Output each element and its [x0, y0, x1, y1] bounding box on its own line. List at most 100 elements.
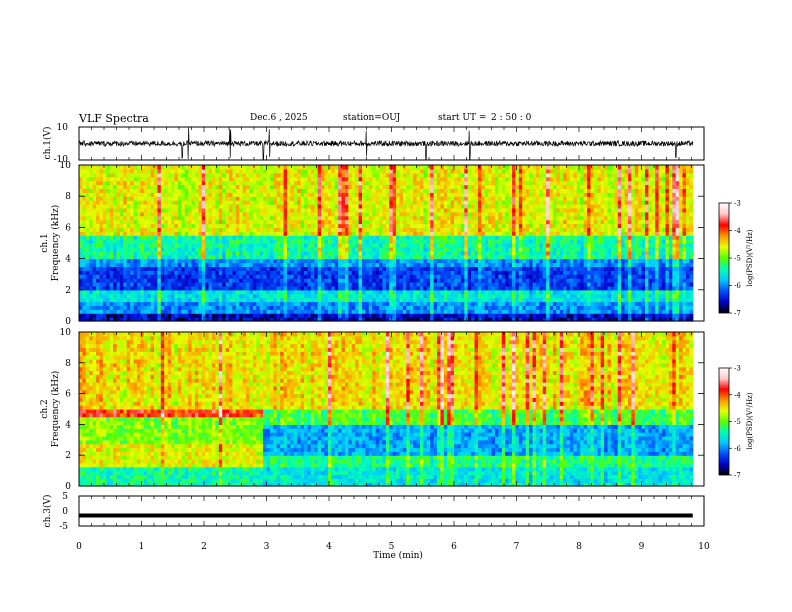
spectrogram-cell [355, 196, 360, 201]
spectrogram-cell [338, 278, 343, 283]
spectrogram-cell [447, 204, 452, 209]
spectrogram-cell [201, 313, 206, 318]
spectrogram-cell [143, 219, 148, 225]
spectrogram-cell [136, 200, 141, 205]
spectrogram-cell [471, 285, 476, 291]
spectrogram-cell [477, 172, 482, 178]
spectrogram-cell [402, 289, 407, 295]
spectrogram-cell [198, 172, 203, 178]
spectrogram-cell [119, 200, 124, 205]
spectrogram-cell [181, 305, 186, 310]
spectrogram-cell [355, 297, 360, 303]
spectrogram-cell [266, 293, 271, 299]
spectrogram-cell [317, 176, 322, 182]
spectrogram-cell [385, 207, 390, 213]
spectrogram-cell [447, 200, 452, 205]
spectrogram-cell [252, 227, 257, 232]
spectrogram-cell [79, 196, 84, 201]
spectrogram-cell [225, 188, 230, 193]
spectrogram-cell [177, 278, 182, 283]
spectrogram-cell [382, 204, 387, 209]
spectrogram-cell [266, 289, 271, 295]
spectrogram-cell [389, 250, 394, 256]
spectrogram-cell [171, 313, 176, 318]
spectrogram-cell [96, 239, 101, 244]
spectrogram-cell [426, 313, 431, 318]
spectrogram-cell [184, 282, 189, 287]
spectrogram-cell [396, 215, 401, 221]
spectrogram-cell [375, 258, 380, 264]
spectrogram-cell [194, 282, 199, 287]
spectrogram-cell [242, 293, 247, 299]
spectrogram-cell [385, 282, 390, 287]
spectrogram-cell [460, 219, 465, 225]
spectrogram-cell [484, 317, 489, 322]
spectrogram-cell [310, 246, 315, 252]
spectrogram-cell [276, 239, 281, 244]
spectrogram-cell [437, 200, 442, 205]
spectrogram-cell [443, 219, 448, 225]
spectrogram-cell [385, 266, 390, 271]
spectrogram-cell [389, 172, 394, 178]
spectrogram-cell [181, 297, 186, 303]
spectrogram-cell [280, 180, 285, 186]
spectrogram-cell [92, 262, 97, 267]
spectrogram-cell [467, 223, 472, 228]
spectrogram-cell [471, 188, 476, 193]
spectrogram-cell [239, 196, 244, 201]
spectrogram-cell [154, 165, 159, 170]
spectrogram-cell [119, 289, 124, 295]
spectrogram-cell [304, 200, 309, 205]
spectrogram-cell [167, 192, 172, 197]
spectrogram-cell [133, 266, 138, 271]
spectrogram-cell [385, 258, 390, 264]
spectrogram-cell [140, 262, 145, 267]
spectrogram-cell [174, 262, 179, 267]
spectrogram-cell [372, 223, 377, 228]
spectrogram-cell [300, 289, 305, 295]
spectrogram-cell [389, 258, 394, 264]
spectrogram-cell [235, 289, 240, 295]
spectrogram-cell [174, 192, 179, 197]
spectrogram-cell [259, 266, 264, 271]
spectrogram-cell [232, 282, 237, 287]
spectrogram-cell [474, 184, 479, 189]
spectrogram-cell [205, 204, 210, 209]
spectrogram-cell [256, 188, 261, 193]
spectrogram-cell [368, 317, 373, 322]
spectrogram-cell [79, 305, 84, 310]
spectrogram-cell [109, 258, 114, 264]
spectrogram-cell [249, 184, 254, 189]
spectrogram-cell [198, 254, 203, 260]
spectrogram-cell [136, 219, 141, 225]
spectrogram-cell [317, 297, 322, 303]
spectrogram-cell [106, 192, 111, 197]
spectrogram-cell [437, 250, 442, 256]
spectrogram-cell [229, 270, 234, 275]
spectrogram-cell [297, 231, 302, 236]
spectrogram-cell [331, 219, 336, 225]
spectrogram-cell [263, 317, 268, 322]
spectrogram-cell [314, 204, 319, 209]
spectrogram-cell [348, 168, 353, 174]
spectrogram-cell [218, 223, 223, 228]
spectrogram-cell [102, 168, 107, 174]
spectrogram-cell [123, 317, 128, 322]
spectrogram-cell [443, 180, 448, 186]
spectrogram-cell [310, 235, 315, 240]
spectrogram-cell [191, 180, 196, 186]
spectrogram-cell [96, 219, 101, 225]
spectrogram-cell [406, 204, 411, 209]
spectrogram-cell [92, 305, 97, 310]
spectrogram-cell [488, 223, 493, 228]
spectrogram-cell [177, 305, 182, 310]
spectrogram-cell [348, 231, 353, 236]
spectrogram-cell [123, 207, 128, 213]
spectrogram-cell [225, 274, 230, 279]
spectrogram-cell [198, 297, 203, 303]
spectrogram-cell [321, 231, 326, 236]
spectrogram-cell [126, 250, 131, 256]
spectrogram-cell [184, 231, 189, 236]
spectrogram-cell [460, 262, 465, 267]
spectrogram-cell [402, 297, 407, 303]
